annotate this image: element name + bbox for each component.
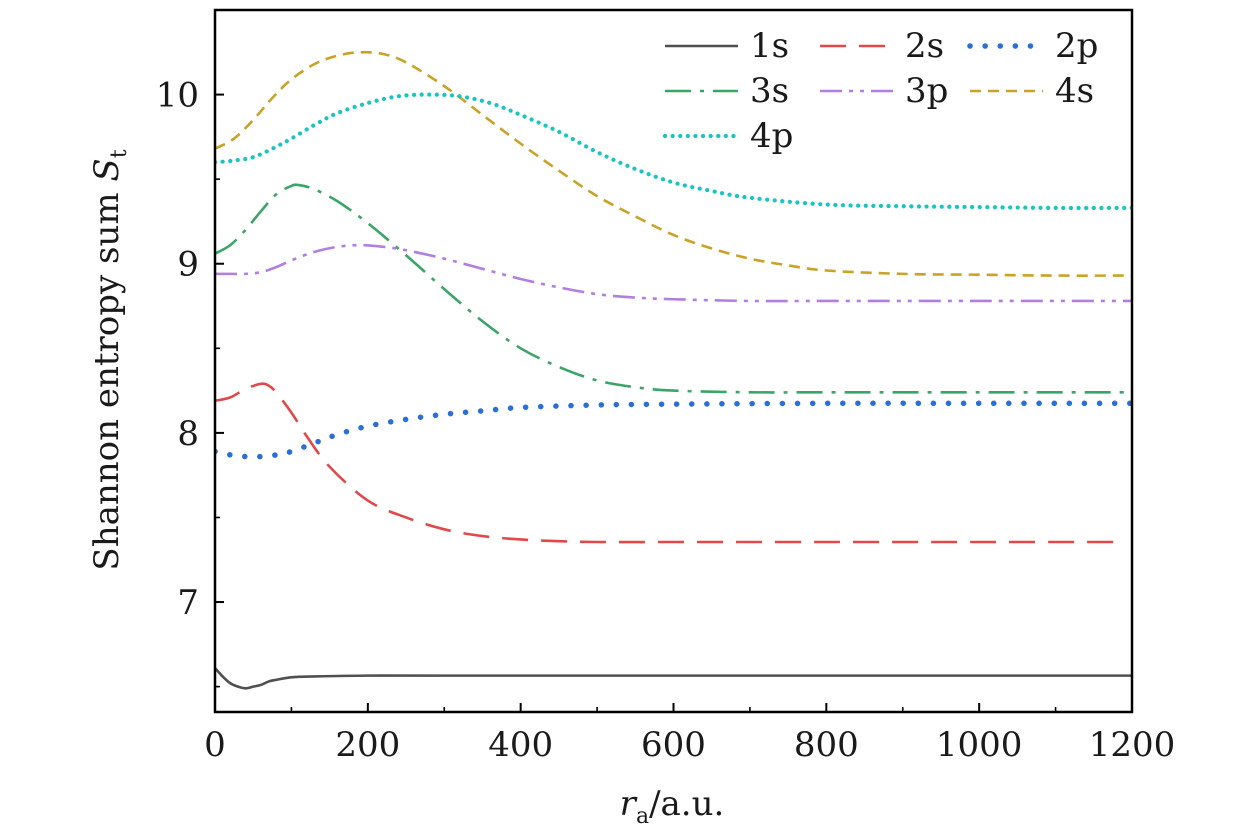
series-line-2p (215, 400, 1132, 460)
series-line-3p (215, 243, 1132, 303)
legend-item-3p: 3p (820, 71, 948, 111)
x-tick-label: 0 (204, 725, 226, 765)
x-axis-label-subscript: a (636, 804, 649, 829)
series-line-3s (215, 183, 1132, 394)
y-axis-label-subscript: t (107, 149, 132, 158)
legend-label: 2s (905, 26, 944, 66)
legend-item-2p: 2p (967, 26, 1098, 66)
legend-label: 3p (905, 71, 948, 111)
series-layer (215, 50, 1132, 690)
series-line-4s (215, 50, 1132, 277)
legend-label: 3s (750, 71, 789, 111)
x-axis-label-symbol: r (620, 784, 638, 824)
x-axis-label: ra/a.u. (620, 784, 725, 829)
legend-layer: 1s 2s 2p 3s 3p 4s 4p (662, 26, 1098, 156)
legend-label: 1s (750, 26, 789, 66)
plot-frame (213, 8, 1134, 714)
series-line-2s (215, 382, 1117, 544)
legend-item-4p: 4p (662, 116, 793, 156)
x-tick-label: 400 (488, 725, 553, 765)
x-tick-label: 200 (335, 725, 400, 765)
legend-label: 4s (1055, 71, 1094, 111)
y-tick-label: 8 (177, 414, 199, 454)
ticks-layer: 0 200 400 600 800 1000 1200 7 8 9 10 (156, 9, 1176, 765)
x-tick-label: 1200 (1089, 725, 1176, 765)
legend-item-4s: 4s (970, 71, 1094, 111)
x-tick-label: 800 (794, 725, 859, 765)
y-tick-label: 9 (177, 245, 199, 285)
y-axis-label-symbol: S (87, 158, 127, 181)
legend-item-3s: 3s (665, 71, 789, 111)
legend-item-1s: 1s (665, 26, 789, 66)
legend-item-2s: 2s (820, 26, 944, 66)
series-line-4p (215, 92, 1132, 211)
x-axis-label-unit: /a.u. (649, 784, 724, 824)
legend-label: 4p (750, 116, 793, 156)
y-axis-label-text: Shannon entropy sum (87, 182, 127, 571)
x-tick-label: 600 (641, 725, 706, 765)
y-tick-label: 10 (156, 76, 199, 116)
x-tick-label: 1000 (936, 725, 1023, 765)
legend-label: 2p (1055, 26, 1098, 66)
y-axis-label: Shannon entropy sum St (87, 149, 132, 570)
series-line-1s (215, 667, 1132, 690)
y-tick-label: 7 (177, 583, 199, 623)
